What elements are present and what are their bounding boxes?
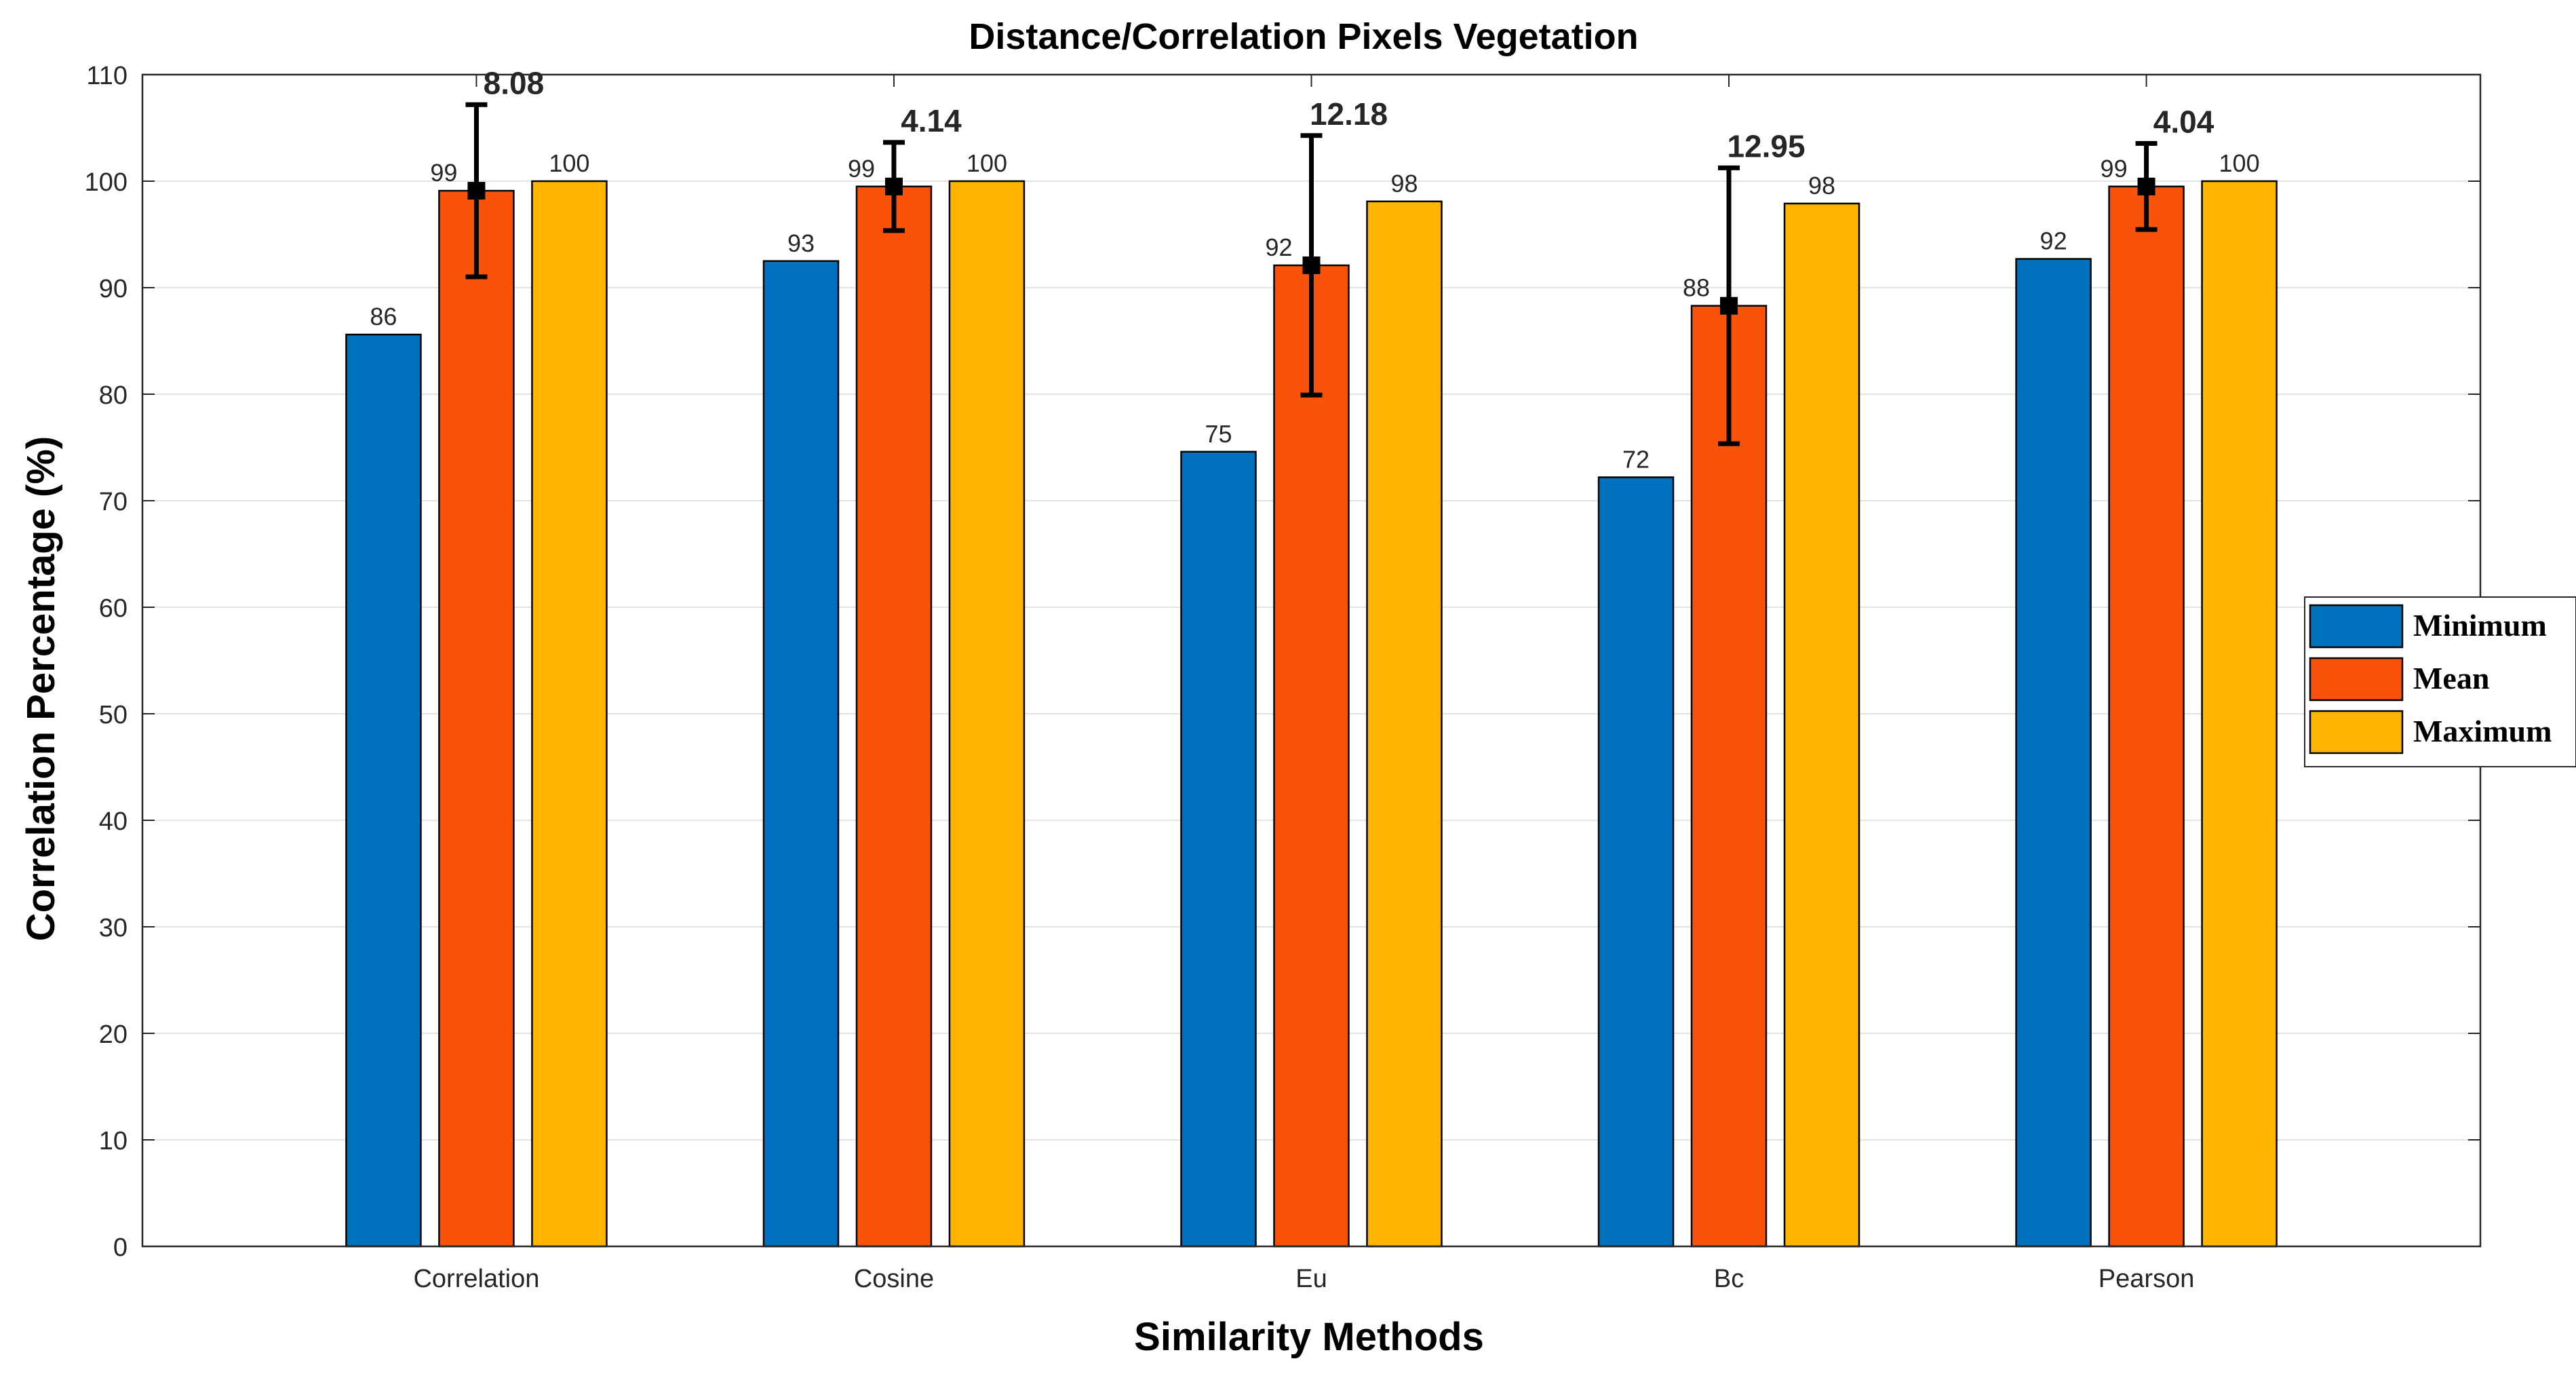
bar-minimum-pearson <box>2015 258 2092 1248</box>
bar-value-label: 100 <box>2219 149 2260 177</box>
error-value-label: 4.04 <box>2153 104 2214 139</box>
bar-mean-pearson <box>2108 185 2185 1248</box>
chart-title: Distance/Correlation Pixels Vegetation <box>969 16 1638 57</box>
bar-value-label: 86 <box>370 303 397 330</box>
bar-value-label: 99 <box>2101 155 2128 183</box>
y-axis-label: Correlation Percentage (%) <box>19 436 63 942</box>
legend-label-mean: Mean <box>2413 661 2489 695</box>
x-tick-label: Cosine <box>854 1265 934 1293</box>
bar-maximum-bc <box>1783 202 1860 1248</box>
mean-marker <box>467 182 486 200</box>
bar-minimum-eu <box>1180 451 1257 1248</box>
y-tick-label: 20 <box>99 1020 128 1049</box>
mean-marker <box>1720 296 1738 315</box>
bar-mean-bc <box>1690 305 1768 1248</box>
bar-minimum-correlation <box>345 333 422 1248</box>
bar-mean-cosine <box>855 185 933 1248</box>
error-value-label: 12.18 <box>1310 96 1388 132</box>
bar-maximum-cosine <box>948 180 1026 1248</box>
y-tick-label: 110 <box>86 62 128 90</box>
bar-value-label: 98 <box>1390 170 1418 197</box>
bar-value-label: 75 <box>1205 420 1232 448</box>
bar-value-label: 99 <box>430 159 457 187</box>
mean-marker <box>1302 256 1321 275</box>
bar-value-label: 93 <box>787 229 815 257</box>
bar-maximum-correlation <box>531 180 608 1248</box>
y-tick-label: 30 <box>99 914 128 942</box>
bar-value-label: 99 <box>848 155 875 183</box>
x-tick-label: Correlation <box>413 1265 539 1293</box>
y-tick-label: 90 <box>99 275 128 303</box>
error-value-label: 12.95 <box>1727 128 1805 164</box>
x-tick-label: Pearson <box>2099 1265 2195 1293</box>
error-value-label: 4.14 <box>901 103 962 138</box>
bar-minimum-bc <box>1597 476 1675 1248</box>
y-tick-label: 60 <box>99 594 128 623</box>
legend-swatch-mean <box>2309 657 2404 702</box>
bar-value-label: 92 <box>1265 233 1292 261</box>
bar-value-label: 92 <box>2040 227 2067 255</box>
x-axis-label: Similarity Methods <box>1134 1315 1484 1359</box>
y-tick-label: 40 <box>99 807 128 836</box>
legend-swatch-minimum <box>2309 604 2404 649</box>
bar-maximum-pearson <box>2201 180 2278 1248</box>
bar-value-label: 100 <box>549 149 589 177</box>
bar-value-label: 72 <box>1622 445 1650 473</box>
legend-label-maximum: Maximum <box>2413 714 2552 748</box>
bar-value-label: 88 <box>1683 274 1710 302</box>
x-tick-label: Eu <box>1295 1265 1327 1293</box>
plot-area: 0 10 20 30 40 50 60 70 80 90 100 110 Correlation 86 99… <box>85 62 2482 1293</box>
bar-minimum-cosine <box>762 260 840 1248</box>
mean-marker <box>884 177 903 195</box>
bar-mean-correlation <box>438 189 515 1248</box>
legend: Minimum Mean Maximum <box>2304 596 2576 767</box>
y-tick-label: 10 <box>99 1127 128 1155</box>
y-tick-label: 80 <box>99 381 128 410</box>
legend-swatch-maximum <box>2309 710 2404 754</box>
y-tick-label: 0 <box>113 1233 128 1262</box>
bar-value-label: 98 <box>1808 172 1835 199</box>
bar-maximum-eu <box>1366 200 1443 1248</box>
legend-label-minimum: Minimum <box>2413 608 2547 643</box>
y-tick-label: 100 <box>85 168 128 197</box>
bar-mean-eu <box>1273 264 1350 1248</box>
bar-value-label: 100 <box>967 149 1007 177</box>
y-tick-label: 50 <box>99 701 128 729</box>
y-tick-label: 70 <box>99 488 128 516</box>
x-tick-label: Bc <box>1714 1265 1744 1293</box>
mean-marker <box>2137 177 2155 195</box>
error-value-label: 8.08 <box>484 65 545 100</box>
